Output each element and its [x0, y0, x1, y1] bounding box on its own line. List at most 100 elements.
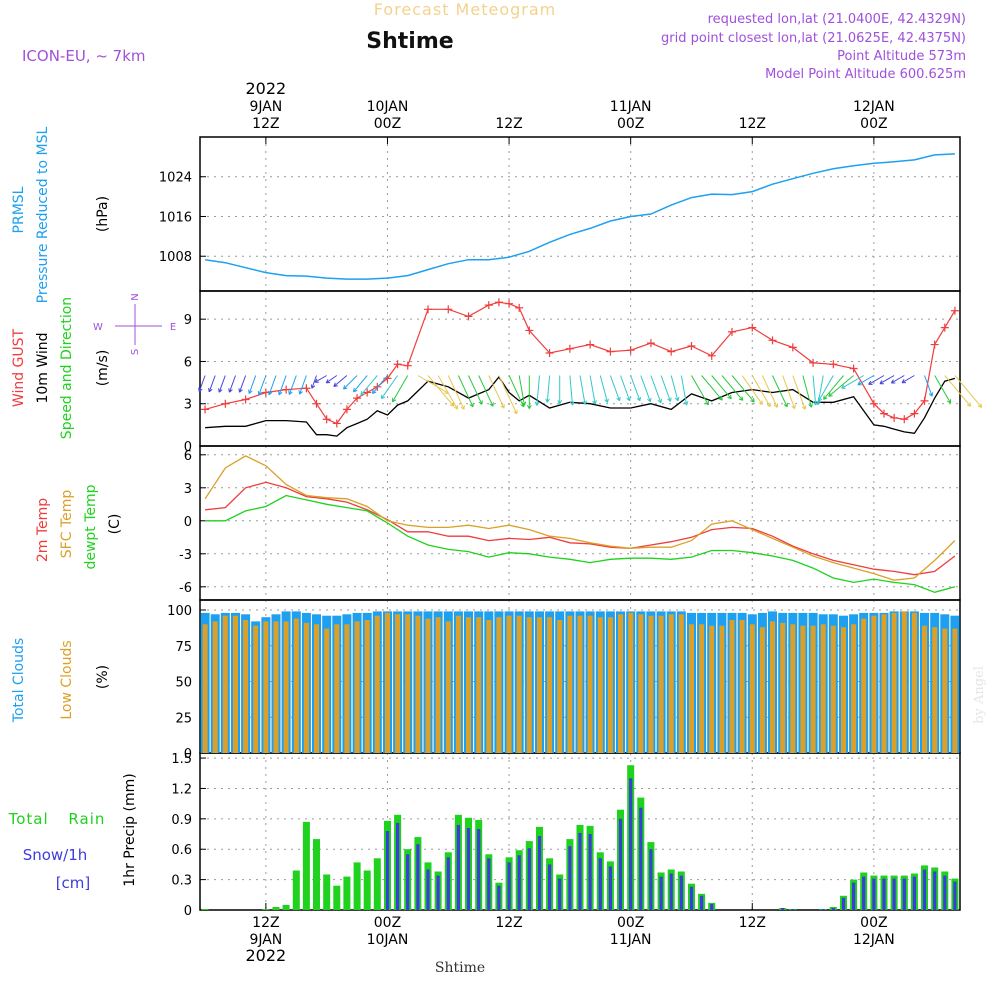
- wind-direction-arrow: [310, 375, 317, 389]
- low-cloud-bar: [303, 622, 309, 753]
- gust-point: [768, 336, 777, 345]
- low-cloud-bar: [871, 615, 877, 753]
- bottom-time-label: 12Z: [739, 915, 766, 931]
- top-time-label: 12JAN: [853, 99, 895, 115]
- wind-direction-arrow: [630, 375, 641, 402]
- rain-bar: [363, 870, 371, 910]
- wind-direction-arrow: [589, 375, 597, 405]
- snow-bar: [629, 778, 633, 910]
- snow-bar: [821, 909, 825, 910]
- chart-title: Forecast Meteogram: [374, 0, 556, 19]
- snow-bar: [497, 885, 501, 910]
- y-tick-label: 0.9: [171, 813, 192, 828]
- low-cloud-bar: [820, 624, 826, 753]
- compass-e: E: [170, 322, 176, 333]
- wind-direction-arrow: [857, 375, 875, 386]
- snow-bar: [862, 876, 866, 910]
- low-cloud-bar: [233, 615, 238, 753]
- wind-direction-arrow: [380, 375, 399, 400]
- info-line-2: grid point closest lon,lat (21.0625E, 42…: [661, 31, 966, 46]
- gust-point: [484, 301, 493, 310]
- wind-direction-arrow: [534, 375, 540, 406]
- wind-label: 10m Wind: [35, 332, 51, 403]
- y-tick-label: 0: [184, 747, 192, 762]
- wind-direction-arrow: [751, 375, 771, 408]
- snow-bar: [852, 882, 856, 910]
- top-time-label: 10JAN: [367, 99, 409, 115]
- wind-direction-arrow: [680, 375, 689, 406]
- wind-direction-arrow: [792, 375, 807, 410]
- wind-direction-arrow: [640, 375, 652, 403]
- top-time-label: 00Z: [374, 116, 401, 132]
- y-tick-label: -6: [179, 581, 192, 596]
- snow-bar: [598, 858, 602, 910]
- wind-direction-arrow: [198, 375, 206, 392]
- wind-direction-arrow: [934, 375, 952, 404]
- wind-direction-arrow: [691, 375, 709, 406]
- total-clouds-label: Total Clouds: [11, 638, 27, 723]
- wind-direction-arrow: [711, 375, 732, 400]
- low-cloud-bar: [891, 612, 897, 753]
- panel-precipitation: 0 0.3 0.6 0.9 1.2 1.5: [171, 752, 961, 919]
- dewpoint-label: dewpt Temp: [83, 484, 99, 569]
- snow-bar: [892, 878, 896, 910]
- total-rain-label: Total Rain: [8, 810, 106, 828]
- rain-bar: [343, 876, 351, 910]
- wind-direction-arrow: [343, 375, 358, 390]
- low-cloud-bar: [324, 628, 330, 753]
- gust-point: [565, 344, 574, 353]
- panel-frame: [199, 136, 961, 292]
- wind-direction-arrow: [944, 375, 972, 407]
- low-cloud-bar: [435, 617, 441, 753]
- snow-bar: [558, 878, 562, 910]
- y-tick-label: 3: [184, 482, 192, 497]
- snow-bar: [618, 818, 623, 910]
- temp-unit-label: (C): [107, 514, 123, 535]
- wind-direction-arrow: [267, 375, 277, 396]
- credit-watermark: by Angel: [972, 666, 987, 724]
- snow-bar: [700, 895, 704, 910]
- info-line-3: Point Altitude 573m: [837, 49, 966, 64]
- rain-bar: [201, 909, 209, 910]
- low-cloud-bar: [587, 615, 593, 753]
- wind-direction-arrow: [823, 375, 844, 400]
- wind-direction-arrow: [437, 375, 458, 410]
- bottom-time-label: 9JAN: [249, 932, 282, 948]
- compass-w: W: [93, 322, 103, 333]
- clouds-unit-label: (%): [95, 665, 111, 689]
- low-cloud-bar: [415, 615, 421, 753]
- gust-point: [353, 394, 362, 403]
- bottom-time-label: 11JAN: [610, 932, 652, 948]
- gust-point: [788, 343, 797, 352]
- wind-direction-arrow: [954, 375, 983, 408]
- y-tick-label: 0: [184, 515, 192, 530]
- wind-direction-arrow: [599, 375, 609, 403]
- snow-bar: [841, 897, 846, 910]
- snow-bar: [527, 848, 531, 910]
- snow-bar: [537, 836, 542, 910]
- wind-direction-arrow: [468, 375, 483, 405]
- y-tick-label: -3: [179, 548, 192, 563]
- gust-point: [920, 396, 929, 405]
- gust-point: [221, 399, 230, 408]
- wind-direction-arrow: [488, 375, 505, 409]
- snow-bar: [578, 833, 582, 910]
- gust-point: [829, 360, 838, 369]
- y-tick-label: 1008: [159, 250, 192, 265]
- y-tick-label: 9: [184, 313, 192, 328]
- wind-direction-arrow: [890, 375, 905, 384]
- y-tick-label: 0: [184, 904, 192, 919]
- y-tick-label: 0.6: [171, 843, 192, 858]
- low-clouds-label: Low Clouds: [59, 640, 75, 719]
- wind-direction-arrow: [498, 375, 518, 415]
- top-time-label: 00Z: [860, 116, 887, 132]
- wind-direction-arrow: [518, 375, 527, 406]
- low-cloud-bar: [243, 620, 249, 753]
- snow-bar: [912, 876, 916, 910]
- compass-rose: N S W E: [93, 293, 176, 355]
- compass-n: N: [130, 293, 141, 300]
- low-cloud-bar: [759, 627, 765, 753]
- low-cloud-bar: [405, 614, 411, 753]
- low-cloud-bar: [293, 618, 299, 753]
